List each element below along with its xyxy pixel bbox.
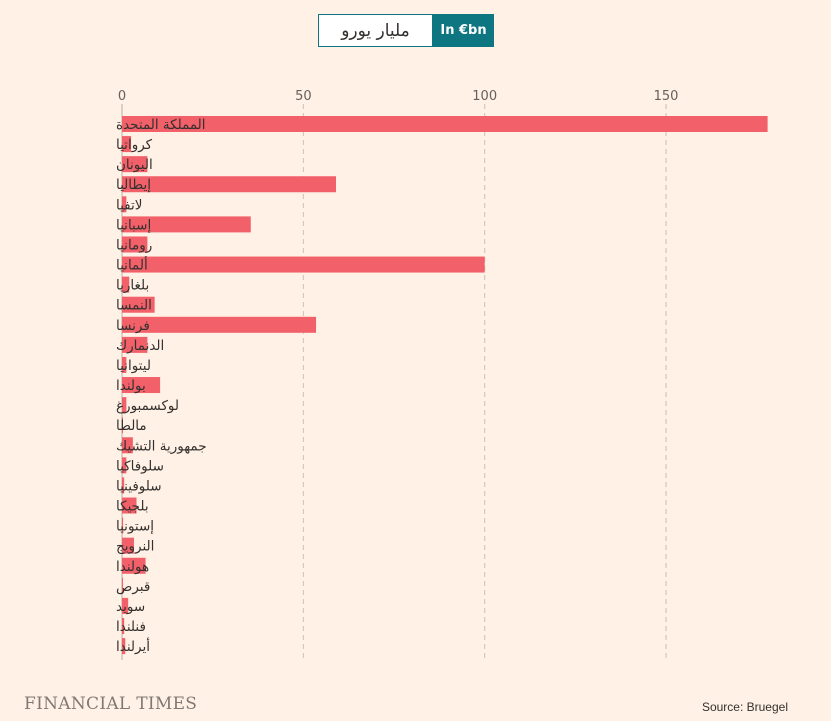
x-tick-label: 150 — [654, 89, 679, 104]
bar — [122, 597, 129, 614]
category-label: قبرص — [116, 579, 150, 595]
bars — [122, 116, 768, 655]
toggle-option-english-billion-euro[interactable]: In €bn — [433, 14, 494, 47]
horizontal-bar-chart: 0 50 100 150 المملكة المتحدة كرواتيا اليونان إ… — [116, 89, 768, 660]
bar — [122, 136, 132, 153]
toggle-option-english-label: In €bn — [440, 23, 487, 38]
category-label: المملكة المتحدة — [116, 117, 206, 133]
bar — [122, 577, 123, 594]
bar — [122, 377, 161, 394]
bar — [122, 397, 127, 414]
category-label: النرويج — [116, 539, 154, 555]
category-label: كرواتيا — [116, 137, 153, 153]
bar — [122, 497, 137, 514]
category-label: ليتوانيا — [116, 358, 151, 374]
category-label: رومانيا — [116, 237, 152, 253]
category-label: سلوفاكيا — [116, 458, 164, 474]
bar — [122, 477, 125, 494]
source-note: Source: Bruegel — [701, 700, 788, 714]
bar — [122, 537, 134, 554]
x-axis-ticks: 0 50 100 150 — [118, 89, 679, 104]
bar — [122, 437, 133, 454]
bar — [122, 417, 123, 434]
bar — [122, 296, 155, 313]
bar — [122, 236, 148, 253]
bar — [122, 116, 768, 132]
category-label: سلوفينيا — [116, 478, 162, 494]
category-label: جمهورية التشيك — [116, 438, 207, 454]
bar — [122, 618, 125, 634]
category-label: لاتفيا — [116, 197, 142, 213]
category-label: اليونان — [116, 157, 153, 173]
category-label: إيطاليا — [116, 177, 151, 193]
bar — [122, 216, 251, 233]
x-tick-label: 100 — [472, 89, 497, 104]
bar — [122, 256, 485, 273]
bar — [122, 517, 124, 534]
category-label: فرنسا — [116, 318, 150, 334]
category-label: إسبانيا — [116, 217, 151, 233]
category-label: فنلندا — [116, 619, 146, 635]
bar — [122, 156, 148, 173]
unit-toggle[interactable]: مليار يورو In €bn — [318, 14, 494, 47]
x-tick-label: 0 — [118, 89, 126, 104]
category-label: إستونيا — [116, 519, 154, 535]
bar — [122, 356, 127, 373]
bar — [122, 176, 336, 193]
bar — [122, 638, 126, 655]
x-tick-label: 50 — [295, 89, 312, 104]
category-label: النمسا — [116, 298, 152, 314]
bar — [122, 316, 317, 333]
category-labels: المملكة المتحدة كرواتيا اليونان إيطاليا لاتف… — [116, 117, 207, 655]
category-label: بولندا — [116, 378, 146, 394]
category-label: بلغاريا — [116, 278, 149, 294]
bar — [122, 196, 127, 213]
category-label: هولندا — [116, 559, 149, 575]
financial-times-logo: FINANCIAL TIMES — [24, 694, 198, 714]
bar — [122, 336, 148, 353]
category-label: ألمانيا — [116, 256, 148, 274]
category-label: لوكسمبورغ — [116, 398, 179, 414]
category-label: سويد — [116, 599, 145, 615]
bar — [122, 457, 127, 474]
category-label: الدنمارك — [116, 338, 164, 354]
bar — [122, 557, 146, 574]
toggle-option-arabic-label: مليار يورو — [341, 20, 410, 41]
category-label: مالطا — [116, 418, 147, 434]
toggle-option-arabic-billion-euro[interactable]: مليار يورو — [318, 14, 433, 47]
category-label: أيرلندا — [116, 637, 150, 655]
bar — [122, 276, 130, 293]
category-label: بلجيكا — [116, 499, 149, 515]
